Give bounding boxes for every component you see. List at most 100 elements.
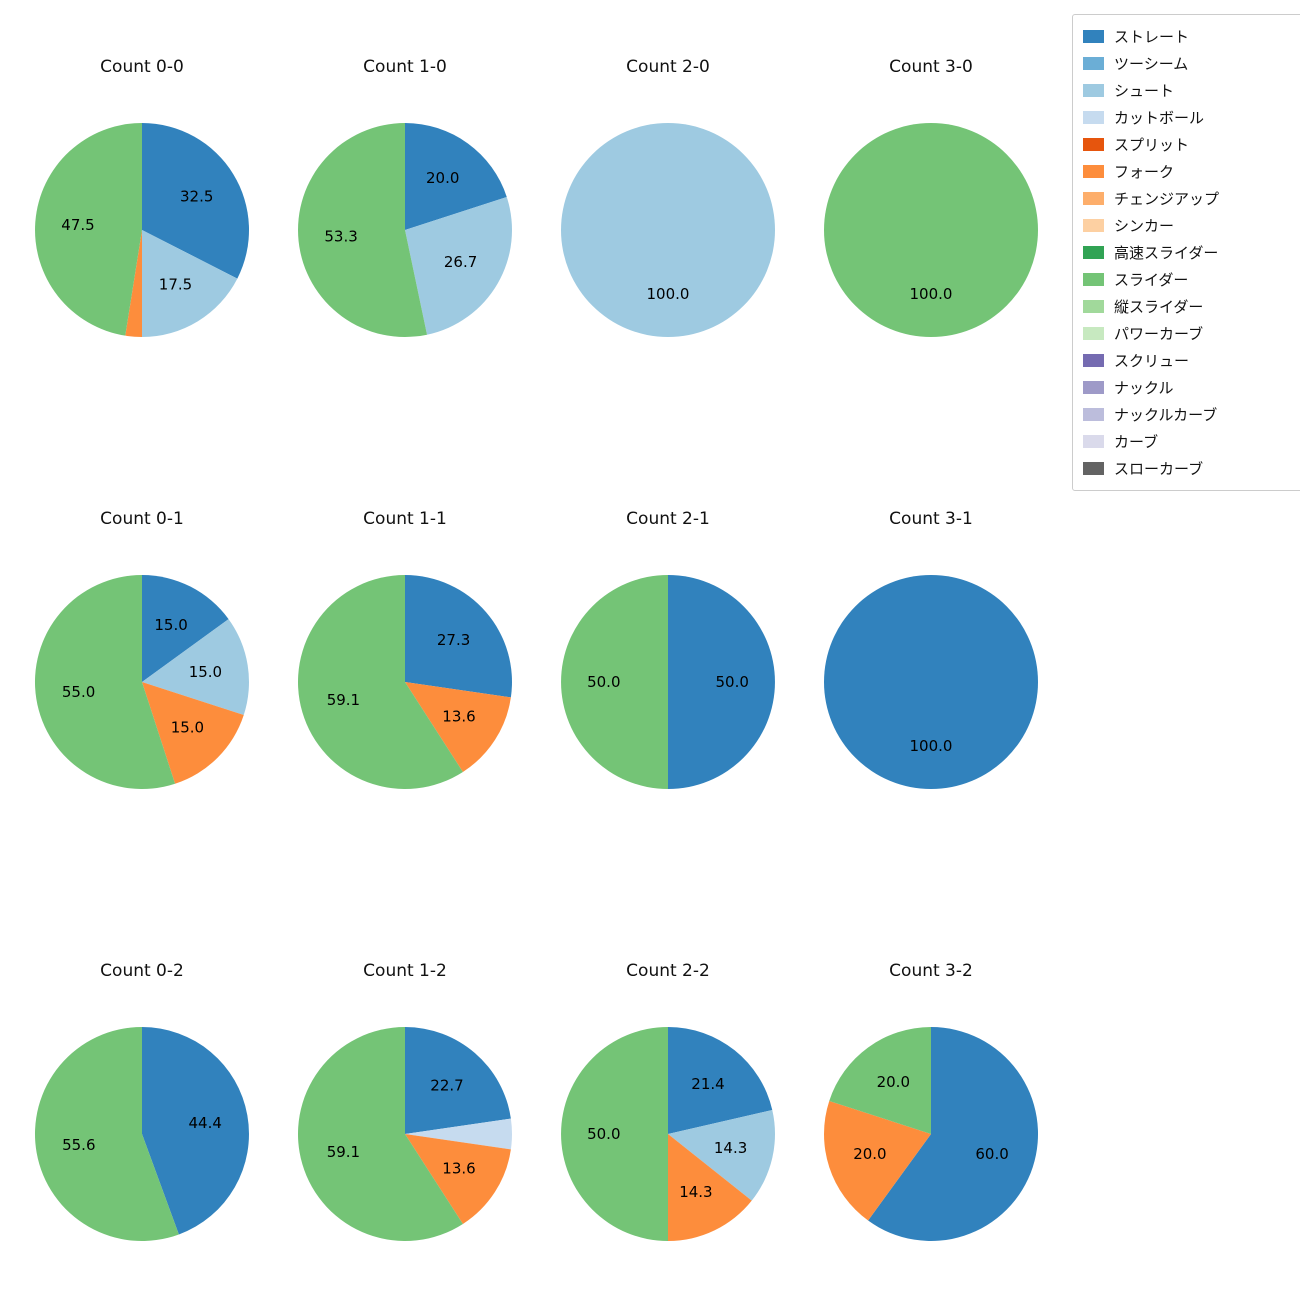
pie-slice-label: 53.3 (324, 228, 357, 246)
chart-title: Count 0-2 (100, 961, 184, 981)
pie-chart-cell: Count 1-1 27.3 13.6 59.1 (275, 504, 535, 812)
pie-slice-label: 100.0 (910, 285, 953, 303)
legend-item: カットボール (1083, 104, 1296, 131)
chart-title: Count 3-2 (889, 961, 973, 981)
chart-title: Count 2-0 (626, 57, 710, 77)
pie-chart-cell: Count 1-0 20.0 26.7 53.3 (275, 52, 535, 360)
legend-item: パワーカーブ (1083, 320, 1296, 347)
legend-color-swatch (1083, 246, 1104, 259)
pie-chart-cell: Count 3-1 100.0 (801, 504, 1061, 812)
legend-item-label: ナックル (1114, 379, 1174, 397)
legend-item-label: 高速スライダー (1114, 244, 1219, 262)
pie-chart: 100.0 (824, 123, 1038, 337)
legend-item: チェンジアップ (1083, 185, 1296, 212)
pie-slice-label: 13.6 (442, 708, 475, 726)
pie-slice (405, 1027, 511, 1134)
legend-color-swatch (1083, 30, 1104, 43)
legend-item-label: ツーシーム (1114, 55, 1189, 73)
legend-item: スローカーブ (1083, 455, 1296, 482)
chart-title: Count 3-1 (889, 509, 973, 529)
legend-color-swatch (1083, 435, 1104, 448)
pie-slice (34, 1027, 179, 1241)
pie-slice (142, 230, 238, 337)
pie-slice-label: 14.3 (714, 1139, 747, 1157)
legend-item: スライダー (1083, 266, 1296, 293)
pie-slice (824, 1100, 931, 1221)
pie-slice-label: 21.4 (691, 1075, 724, 1093)
pie-slice-label: 27.3 (437, 631, 470, 649)
pie-slice-label: 17.5 (159, 276, 192, 294)
chart-title: Count 0-1 (100, 509, 184, 529)
pie-chart-cell: Count 2-0 100.0 (538, 52, 798, 360)
pie-slice-label: 26.7 (444, 253, 477, 271)
legend-item-label: ナックルカーブ (1114, 406, 1218, 424)
pie-slice-label: 50.0 (715, 673, 748, 691)
pie-slice (142, 682, 244, 784)
pie-chart: 22.7 13.6 59.1 (297, 1027, 512, 1241)
pie-slice (142, 1027, 249, 1235)
pie-slice (824, 123, 1038, 337)
pie-chart: 100.0 (561, 123, 775, 337)
legend-item: ツーシーム (1083, 50, 1296, 77)
pie-chart: 44.4 55.6 (34, 1027, 249, 1241)
pie-slice (405, 1134, 511, 1224)
chart-title: Count 1-2 (363, 961, 447, 981)
pie-slice (405, 575, 512, 698)
legend-item-label: 縦スライダー (1114, 298, 1204, 316)
chart-title: Count 2-2 (626, 961, 710, 981)
pie-chart-cell: Count 2-2 21.4 14.3 14.3 50.0 (538, 956, 798, 1264)
pie-slice-label: 14.3 (679, 1183, 712, 1201)
pie-chart-cell: Count 0-1 15.0 15.0 15.0 55.0 (12, 504, 272, 812)
pie-slice-label: 22.7 (430, 1076, 463, 1094)
pie-chart-cell: Count 0-2 44.4 55.6 (12, 956, 272, 1264)
legend-color-swatch (1083, 57, 1104, 70)
pie-slice (561, 1027, 668, 1241)
pie-slice (561, 575, 668, 789)
pie-slice-label: 20.0 (853, 1145, 886, 1163)
legend-item: 縦スライダー (1083, 293, 1296, 320)
pie-slice (824, 575, 1038, 789)
legend-color-swatch (1083, 111, 1104, 124)
legend-item: スプリット (1083, 131, 1296, 158)
legend: ストレート ツーシーム シュート カットボール スプリット フォーク チェンジアップ シンカー… (1072, 14, 1300, 491)
legend-color-swatch (1083, 84, 1104, 97)
pie-slice-label: 59.1 (327, 691, 360, 709)
legend-item: フォーク (1083, 158, 1296, 185)
legend-color-swatch (1083, 138, 1104, 151)
legend-item-label: フォーク (1114, 163, 1175, 181)
pie-slice-label: 59.1 (327, 1143, 360, 1161)
pie-slice-label: 20.0 (877, 1073, 910, 1091)
legend-color-swatch (1083, 354, 1104, 367)
pie-slice (668, 1110, 775, 1201)
pie-slice (405, 682, 511, 772)
pie-slice-label: 50.0 (587, 1125, 620, 1143)
pie-slice-label: 55.6 (62, 1136, 95, 1154)
legend-item: 高速スライダー (1083, 239, 1296, 266)
pie-slice-label: 13.6 (442, 1160, 475, 1178)
pie-slice-label: 100.0 (647, 285, 690, 303)
legend-item-label: スローカーブ (1114, 460, 1204, 478)
legend-item-label: パワーカーブ (1114, 325, 1204, 343)
legend-color-swatch (1083, 300, 1104, 313)
legend-color-swatch (1083, 192, 1104, 205)
legend-item-label: カットボール (1114, 109, 1205, 127)
pie-slice (405, 196, 512, 335)
pie-slice (34, 575, 176, 789)
pie-slice (297, 575, 463, 789)
legend-item: スクリュー (1083, 347, 1296, 374)
pie-slice (35, 123, 142, 336)
pie-slice (142, 619, 249, 716)
pie-slice-label: 60.0 (975, 1145, 1008, 1163)
legend-item-label: チェンジアップ (1114, 190, 1220, 208)
pie-slice (142, 123, 250, 279)
pie-slice-label: 44.4 (188, 1114, 221, 1132)
pie-chart-cell: Count 3-0 100.0 (801, 52, 1061, 360)
chart-title: Count 2-1 (626, 509, 710, 529)
pie-chart: 27.3 13.6 59.1 (297, 575, 512, 789)
pie-slice (668, 1027, 773, 1134)
legend-color-swatch (1083, 327, 1104, 340)
pie-slice-label: 55.0 (62, 683, 95, 701)
pie-chart: 60.0 20.0 20.0 (824, 1027, 1039, 1241)
pie-slice-label: 20.0 (426, 169, 459, 187)
legend-item-label: スクリュー (1114, 352, 1190, 370)
